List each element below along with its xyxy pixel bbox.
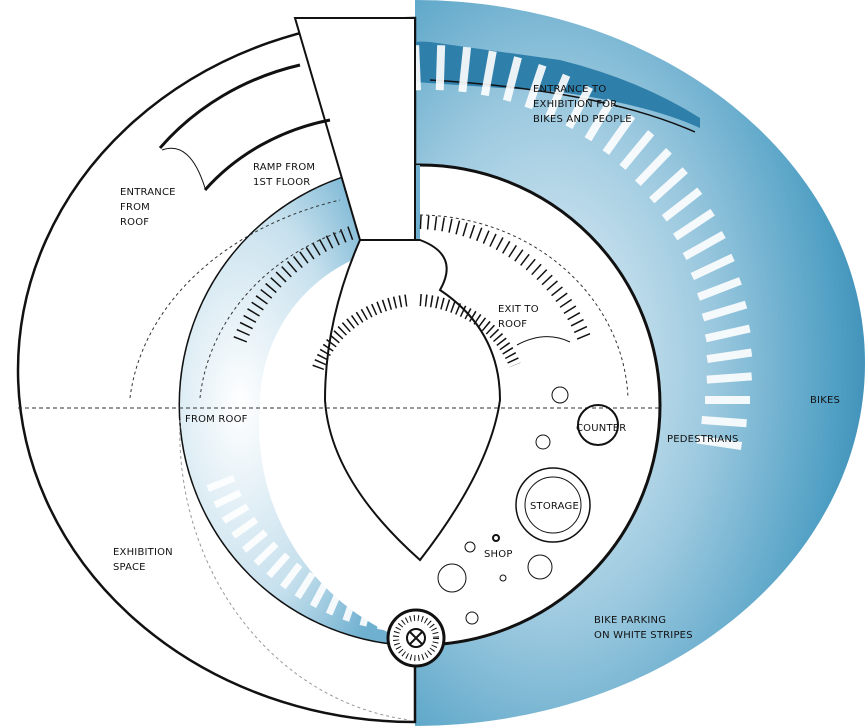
route [419, 214, 629, 399]
parking-stripe [203, 132, 239, 173]
parking-stripe [619, 130, 655, 170]
label: STORAGE [530, 501, 579, 512]
label: FROM [120, 202, 150, 213]
parking-stripe [682, 230, 726, 261]
parking-stripe [242, 100, 273, 144]
door [161, 147, 206, 189]
table [551, 386, 569, 404]
storage [515, 467, 591, 543]
parking-stripe [704, 324, 751, 343]
label: ENTRANCE TO [533, 84, 606, 95]
counter [577, 404, 619, 446]
parking-stripe [143, 211, 186, 244]
parking-stripe [706, 348, 753, 364]
label: COUNTER [576, 423, 626, 434]
stairs [312, 294, 411, 371]
label: BIKE PARKING [594, 615, 666, 626]
parking-stripe [294, 571, 316, 600]
label: BIKES AND PEOPLE [533, 114, 632, 125]
spiral-stair [409, 631, 423, 645]
parking-stripe [206, 475, 236, 492]
parking-stripe [213, 489, 242, 509]
table [499, 574, 507, 582]
ramp-area [180, 165, 420, 645]
table [464, 541, 476, 553]
parking-stripe [342, 592, 359, 622]
label: EXIT TO [498, 304, 539, 315]
parking-stripe [458, 46, 472, 93]
route [129, 199, 341, 399]
parking-stripe [376, 601, 389, 631]
table [535, 434, 551, 450]
parking-stripe [697, 277, 742, 301]
label: BIKES [810, 395, 840, 406]
stairs [419, 294, 521, 368]
parking-stripe [117, 280, 163, 304]
parking-stripe [253, 541, 279, 566]
parking-stripe [706, 372, 752, 384]
parking-stripe [132, 234, 177, 263]
void [323, 239, 502, 562]
parking-stripe [524, 63, 547, 110]
parking-stripe [696, 435, 743, 450]
parking-stripe [672, 208, 715, 241]
wall [158, 63, 301, 149]
label: EXHIBITION FOR [533, 99, 617, 110]
parking-stripe [502, 56, 522, 102]
parking-stripe [480, 50, 497, 97]
label: PEDESTRIANS [667, 434, 739, 445]
parking-stripe [690, 253, 735, 281]
parking-stripe [112, 304, 158, 325]
label: SHOP [484, 549, 513, 560]
parking-stripe [584, 98, 615, 142]
table [492, 534, 500, 542]
label: FROM ROOF [185, 414, 248, 425]
spiral-stair [393, 615, 439, 661]
parking-stripe [565, 85, 593, 130]
parking-stripe [109, 328, 155, 346]
table [465, 611, 479, 625]
parking-stripe [266, 552, 291, 579]
label: RAMP FROM [253, 162, 315, 173]
label: ROOF [120, 217, 149, 228]
parking-stripe [169, 170, 210, 206]
label: ROOF [498, 319, 527, 330]
parking-stripe [221, 503, 250, 524]
parking-stripe [279, 562, 303, 590]
table [527, 554, 553, 580]
label: 1ST FLOOR [253, 177, 310, 188]
parking-stripe [286, 75, 312, 120]
parking-stripe [435, 45, 446, 91]
door [516, 336, 571, 346]
parking-stripe [545, 73, 571, 119]
parking-stripe [661, 187, 703, 222]
parking-stripe [602, 113, 636, 155]
parking-stripe [155, 190, 197, 225]
parking-stripe [359, 597, 374, 627]
route [199, 229, 346, 399]
parking-stripe [634, 148, 672, 187]
parking-stripe [263, 87, 292, 131]
table [437, 563, 467, 593]
parking-stripe [222, 115, 255, 157]
parking-stripe [309, 579, 330, 608]
entrance-tube [398, 41, 700, 128]
storage [524, 476, 582, 534]
parking-stripe [701, 300, 748, 322]
label: EXHIBITION [113, 547, 173, 558]
wall [203, 118, 331, 191]
parking-stripe [241, 529, 268, 553]
parking-stripe [649, 167, 688, 204]
parking-stripe [701, 415, 747, 428]
parking-stripe [231, 516, 259, 539]
parking-stripe [124, 257, 169, 284]
label: ON WHITE STRIPES [594, 630, 693, 641]
label: ENTRANCE [120, 187, 176, 198]
label: SPACE [113, 562, 146, 573]
parking-stripe [325, 587, 344, 616]
